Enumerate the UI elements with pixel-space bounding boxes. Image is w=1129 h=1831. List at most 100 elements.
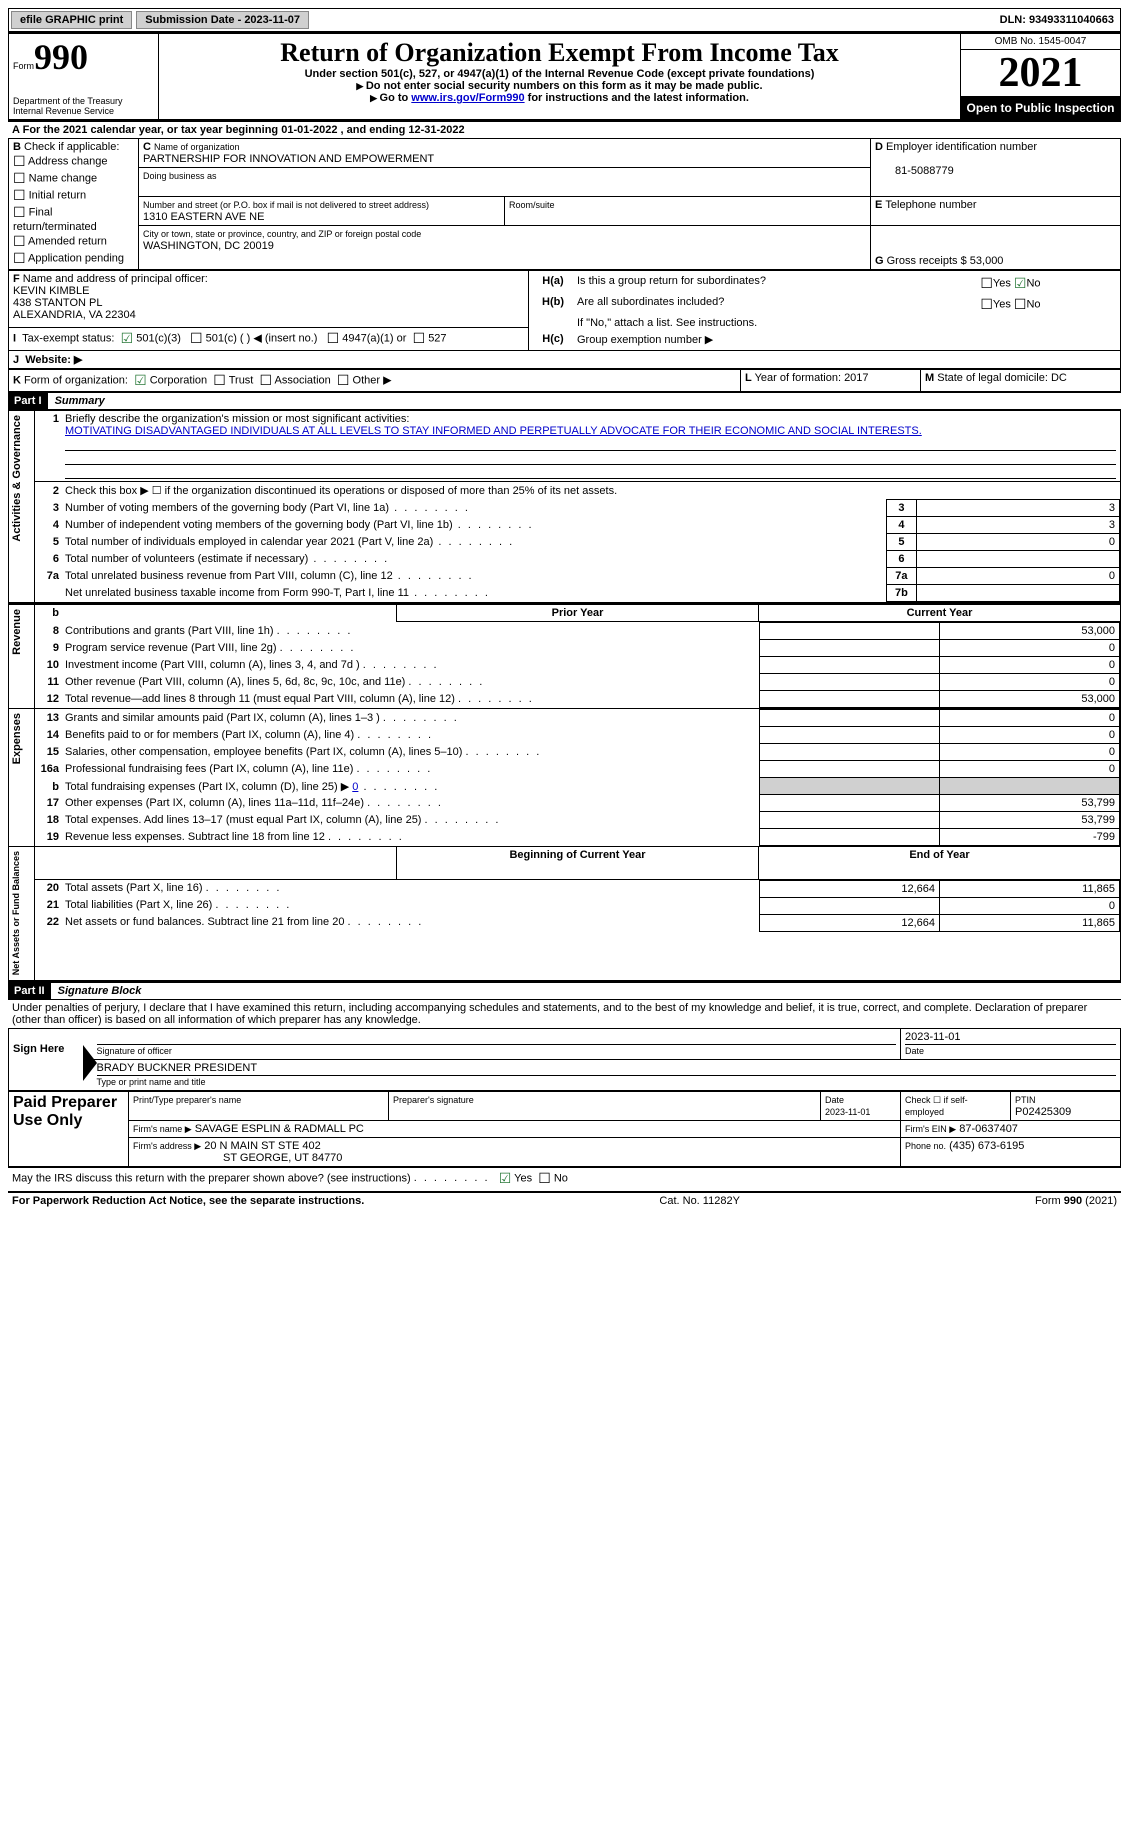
line-value: 3 <box>916 517 1119 534</box>
chk-initial-return[interactable] <box>13 190 26 202</box>
officer-typed: BRADY BUCKNER PRESIDENT <box>97 1062 1117 1076</box>
chk-address-change[interactable] <box>13 156 26 168</box>
chk-amended[interactable] <box>13 236 26 248</box>
summary-row: 22Net assets or fund balances. Subtract … <box>35 914 1120 931</box>
efile-print-button[interactable]: efile GRAPHIC print <box>11 11 132 29</box>
discuss-yes[interactable] <box>499 1172 512 1184</box>
curr-value: 0 <box>940 744 1120 761</box>
subtitle-1: Under section 501(c), 527, or 4947(a)(1)… <box>163 68 956 80</box>
section-f: F Name and address of principal officer:… <box>9 271 529 328</box>
line-value: 0 <box>916 568 1119 585</box>
hb-no[interactable] <box>1014 299 1027 311</box>
chk-501c[interactable] <box>190 332 203 344</box>
i-opt-2: 4947(a)(1) or <box>342 332 406 344</box>
discuss-no[interactable] <box>538 1172 551 1184</box>
f-lbl: Name and address of principal officer: <box>23 273 208 285</box>
part1-title: Summary <box>55 395 105 407</box>
prior-value <box>760 623 940 640</box>
section-b: B Check if applicable: Address change Na… <box>9 139 139 270</box>
ha-yes[interactable] <box>980 278 993 290</box>
curr-value: 0 <box>940 710 1120 727</box>
chk-name-change[interactable] <box>13 173 26 185</box>
ein-value: 81-5088779 <box>875 165 954 177</box>
form-number: 990 <box>34 37 88 77</box>
section-c-name: C Name of organization PARTNERSHIP FOR I… <box>139 139 871 168</box>
room-lbl: Room/suite <box>509 200 555 210</box>
hb-note: If "No," attach a list. See instructions… <box>573 315 1116 331</box>
exp-rows: 13Grants and similar amounts paid (Part … <box>35 709 1121 847</box>
part2-title: Signature Block <box>58 985 142 997</box>
line-a: A For the 2021 calendar year, or tax yea… <box>8 120 1121 138</box>
summary-row: 21Total liabilities (Part X, line 26) 0 <box>35 897 1120 914</box>
open-public-label: Open to Public Inspection <box>961 97 1120 119</box>
pp-sig-cell: Preparer's signature <box>389 1091 821 1120</box>
paid-preparer-cell: Paid Preparer Use Only <box>9 1091 129 1166</box>
section-k: K Form of organization: Corporation Trus… <box>9 370 741 393</box>
curr-value <box>940 778 1120 795</box>
line-value <box>916 585 1119 602</box>
prior-value <box>760 761 940 778</box>
prior-value <box>760 778 940 795</box>
prior-value <box>760 657 940 674</box>
chk-other[interactable] <box>337 375 350 387</box>
chk-527[interactable] <box>413 332 426 344</box>
part1-header-row: Part I Summary <box>8 393 1121 410</box>
chk-trust[interactable] <box>213 375 226 387</box>
i-opt-0: 501(c)(3) <box>136 332 181 344</box>
chk-final-return[interactable] <box>13 207 26 219</box>
summary-row: 11Other revenue (Part VIII, column (A), … <box>35 674 1120 691</box>
ha-text: Is this a group return for subordinates? <box>573 273 976 294</box>
k-opt-2: Association <box>275 375 331 387</box>
chk-4947[interactable] <box>327 332 340 344</box>
prior-value <box>760 795 940 812</box>
footer-mid: Cat. No. 11282Y <box>659 1195 740 1207</box>
summary-row: 18Total expenses. Add lines 13–17 (must … <box>35 812 1120 829</box>
curr-value: 53,799 <box>940 812 1120 829</box>
chk-assoc[interactable] <box>260 375 273 387</box>
dba-lbl: Doing business as <box>143 171 217 181</box>
prior-value <box>760 812 940 829</box>
firm-addr2: ST GEORGE, UT 84770 <box>133 1152 342 1164</box>
line-num-box: 7b <box>886 585 916 602</box>
prior-value: 12,664 <box>760 880 940 897</box>
prior-value <box>760 674 940 691</box>
col-begin: Beginning of Current Year <box>397 847 759 879</box>
chk-501c3[interactable] <box>121 332 134 344</box>
footer-left: For Paperwork Reduction Act Notice, see … <box>12 1195 364 1207</box>
paid-preparer-label: Paid Preparer Use Only <box>13 1094 117 1129</box>
dept-label: Department of the Treasury <box>13 96 154 106</box>
ha-no[interactable] <box>1014 278 1027 290</box>
date-lbl: Date <box>905 1046 924 1056</box>
prior-value <box>760 710 940 727</box>
pp-name-cell: Print/Type preparer's name <box>129 1091 389 1120</box>
footer-right: Form 990 (2021) <box>1035 1195 1117 1207</box>
gross-receipts: 53,000 <box>970 255 1004 267</box>
firm-ein-cell: Firm's EIN ▶ 87-0637407 <box>901 1120 1121 1137</box>
phone-lbl: Phone no. <box>905 1141 946 1151</box>
curr-value: 0 <box>940 657 1120 674</box>
officer-sig-cell: Signature of officer <box>93 1028 901 1059</box>
right-header-cell: OMB No. 1545-0047 2021 Open to Public In… <box>961 33 1121 120</box>
officer-name: KEVIN KIMBLE <box>13 285 89 297</box>
vlabel-ag: Activities & Governance <box>9 411 35 603</box>
chk-app-pending[interactable] <box>13 253 26 265</box>
irs-link[interactable]: www.irs.gov/Form990 <box>411 92 524 104</box>
section-i: I Tax-exempt status: 501(c)(3) 501(c) ( … <box>9 327 529 350</box>
officer-name-cell: BRADY BUCKNER PRESIDENT Type or print na… <box>93 1059 1121 1090</box>
curr-value: 0 <box>940 674 1120 691</box>
line-value: 0 <box>916 534 1119 551</box>
city-val: WASHINGTON, DC 20019 <box>143 240 274 252</box>
hb-yes[interactable] <box>980 299 993 311</box>
line-value <box>916 551 1119 568</box>
e-lbl: Telephone number <box>885 199 976 211</box>
k-opt-3: Other ▶ <box>353 375 392 387</box>
discuss-row: May the IRS discuss this return with the… <box>8 1167 1121 1189</box>
line-num-box: 3 <box>886 500 916 517</box>
curr-value: 0 <box>940 761 1120 778</box>
firm-phone-cell: Phone no. (435) 673-6195 <box>901 1137 1121 1166</box>
submission-date-button[interactable]: Submission Date - 2023-11-07 <box>136 11 309 29</box>
chk-corp[interactable] <box>134 375 147 387</box>
pp-date: 2023-11-01 <box>825 1107 870 1117</box>
signature-arrow-icon <box>83 1045 97 1081</box>
i-lbl: Tax-exempt status: <box>22 332 114 344</box>
